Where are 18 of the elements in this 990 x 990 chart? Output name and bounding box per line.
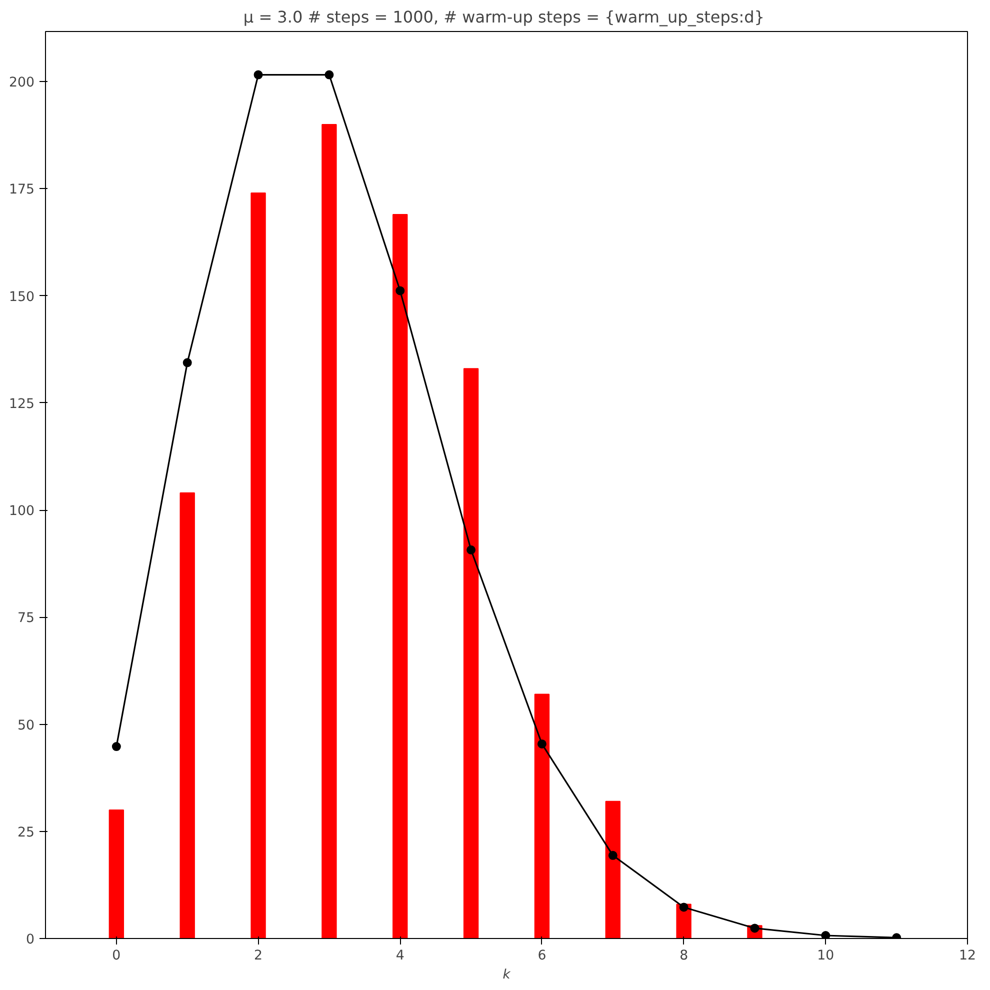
- y-tick-label: 75: [18, 611, 35, 626]
- x-axis-title: k: [502, 968, 511, 982]
- x-tick-label: 0: [112, 948, 121, 964]
- x-tick-label: 10: [817, 948, 834, 964]
- y-tick-label: 175: [9, 182, 35, 198]
- y-tick-label: 125: [9, 396, 35, 412]
- y-tick-label: 50: [18, 718, 35, 734]
- x-tick-label: 4: [396, 948, 404, 964]
- y-tick-label: 100: [9, 504, 35, 520]
- y-tick-label: 150: [9, 290, 35, 305]
- y-tick-label: 0: [26, 932, 35, 948]
- y-tick-label: 200: [9, 76, 35, 91]
- x-tick-label: 12: [959, 948, 976, 964]
- y-tick-label: 25: [18, 825, 35, 840]
- x-tick-label: 6: [538, 948, 546, 964]
- x-tick-label: 8: [680, 948, 688, 964]
- x-tick-label: 2: [254, 948, 263, 964]
- chart-title: μ = 3.0 # steps = 1000, # warm-up steps = {warm_up_steps:d}: [243, 8, 764, 26]
